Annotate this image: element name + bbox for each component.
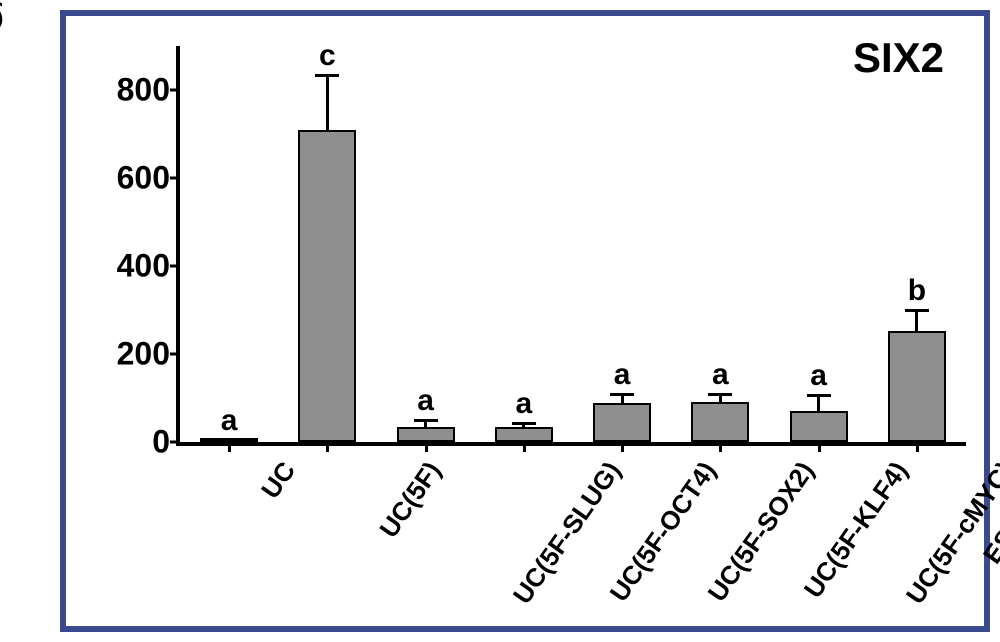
significance-label: c bbox=[319, 39, 336, 73]
significance-label: a bbox=[516, 387, 533, 421]
bar bbox=[593, 403, 651, 442]
error-bar bbox=[817, 395, 820, 411]
ytick-label: 200 bbox=[117, 336, 170, 373]
error-bar bbox=[915, 310, 918, 331]
ytick-mark bbox=[170, 177, 180, 180]
error-cap bbox=[512, 422, 536, 425]
error-cap bbox=[414, 419, 438, 422]
error-cap bbox=[807, 394, 831, 397]
significance-label: a bbox=[712, 358, 729, 392]
significance-label: a bbox=[417, 384, 434, 418]
bar bbox=[888, 331, 946, 442]
bar bbox=[397, 427, 455, 442]
error-cap bbox=[315, 74, 339, 77]
xtick-mark bbox=[916, 442, 919, 452]
error-bar bbox=[326, 75, 329, 130]
ytick-label: 800 bbox=[117, 72, 170, 109]
bar bbox=[298, 130, 356, 442]
significance-label: a bbox=[810, 359, 827, 393]
xtick-mark bbox=[228, 442, 231, 452]
ytick-mark bbox=[170, 441, 180, 444]
xtick-mark bbox=[818, 442, 821, 452]
error-cap bbox=[708, 393, 732, 396]
xtick-mark bbox=[719, 442, 722, 452]
significance-label: a bbox=[221, 404, 238, 438]
ytick-mark bbox=[170, 89, 180, 92]
y-axis-label: GAPDH相对表达 bbox=[0, 0, 15, 80]
bar bbox=[495, 427, 553, 442]
significance-label: a bbox=[614, 358, 631, 392]
plot-area: 0200400600800UCaUC(5F)cUC(5F-SLUG)aUC(5F… bbox=[176, 46, 966, 446]
xtick-mark bbox=[523, 442, 526, 452]
bar bbox=[691, 402, 749, 442]
error-cap bbox=[610, 393, 634, 396]
xtick-label: UC bbox=[255, 456, 302, 505]
xtick-label: UC(5F) bbox=[374, 456, 448, 544]
ytick-mark bbox=[170, 265, 180, 268]
xtick-mark bbox=[326, 442, 329, 452]
bar bbox=[200, 438, 258, 442]
ytick-mark bbox=[170, 353, 180, 356]
xtick-mark bbox=[425, 442, 428, 452]
ytick-label: 400 bbox=[117, 248, 170, 285]
significance-label: b bbox=[908, 274, 926, 308]
bar bbox=[790, 411, 848, 442]
xtick-label: UC(5F-cMYC) bbox=[899, 456, 1000, 610]
ytick-label: 600 bbox=[117, 160, 170, 197]
error-cap bbox=[905, 309, 929, 312]
chart-border: SIX2 0200400600800UCaUC(5F)cUC(5F-SLUG)a… bbox=[60, 10, 990, 632]
ytick-label: 0 bbox=[152, 424, 170, 461]
xtick-mark bbox=[621, 442, 624, 452]
